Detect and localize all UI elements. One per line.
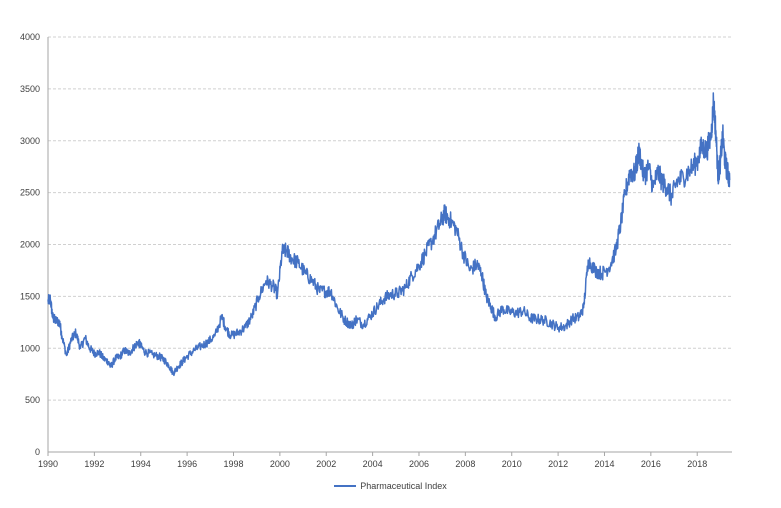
y-tick-label: 4000	[20, 32, 40, 42]
x-tick-label: 2000	[270, 459, 290, 469]
x-tick-label: 2004	[363, 459, 383, 469]
legend-label: Pharmaceutical Index	[360, 481, 447, 491]
series-line-pharmaceutical-index	[47, 92, 731, 377]
x-tick-label: 2010	[502, 459, 522, 469]
y-tick-labels: 0 500 1000 1500 2000 2500 3000 3500 4000	[20, 32, 40, 457]
x-tick-labels: 1990 1992 1994 1996 1998 2000 2002 2004 2006 2008…	[38, 452, 707, 469]
x-tick-label: 2002	[316, 459, 336, 469]
legend: Pharmaceutical Index	[0, 481, 781, 491]
x-tick-label: 1992	[84, 459, 104, 469]
x-tick-label: 2012	[548, 459, 568, 469]
y-tick-label: 1500	[20, 291, 40, 301]
x-tick-label: 2008	[455, 459, 475, 469]
x-tick-label: 1996	[177, 459, 197, 469]
x-tick-label: 1994	[131, 459, 151, 469]
x-tick-label: 1998	[223, 459, 243, 469]
y-tick-label: 1000	[20, 343, 40, 353]
x-tick-label: 2018	[687, 459, 707, 469]
legend-swatch	[334, 485, 357, 487]
y-tick-label: 3500	[20, 84, 40, 94]
x-tick-label: 2006	[409, 459, 429, 469]
x-tick-label: 1990	[38, 459, 58, 469]
x-tick-label: 2014	[594, 459, 614, 469]
y-tick-label: 500	[25, 395, 40, 405]
x-tick-label: 2016	[641, 459, 661, 469]
y-tick-label: 2000	[20, 240, 40, 250]
y-tick-label: 3000	[20, 136, 40, 146]
y-tick-label: 2500	[20, 188, 40, 198]
series	[47, 92, 731, 377]
gridlines	[48, 36, 732, 401]
y-tick-label: 0	[35, 447, 40, 457]
axes	[47, 37, 732, 453]
